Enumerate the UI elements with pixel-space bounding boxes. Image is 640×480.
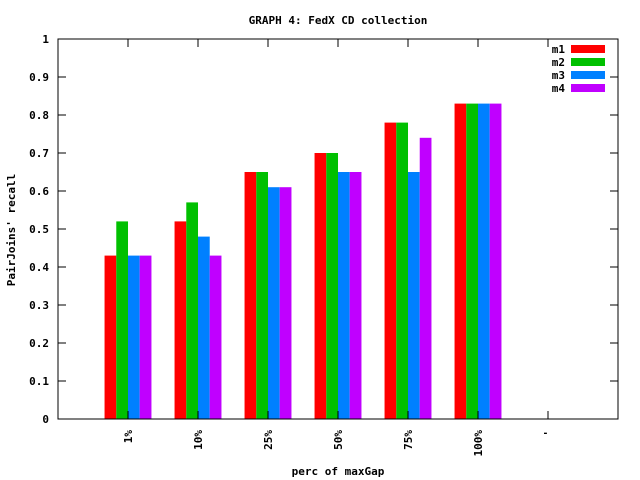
legend-label-m4: m4 — [552, 82, 566, 95]
bar-m2-5 — [466, 103, 479, 419]
bar-m2-1 — [186, 202, 199, 419]
y-tick-label: 0.6 — [29, 185, 49, 198]
bar-m3-2 — [268, 187, 280, 419]
legend-swatch-m4 — [571, 84, 605, 92]
chart-title: GRAPH 4: FedX CD collection — [249, 14, 428, 27]
bar-m4-3 — [349, 172, 362, 419]
bar-m3-3 — [338, 172, 350, 419]
bar-m2-4 — [396, 122, 409, 419]
x-tick-label: 50% — [332, 430, 345, 450]
x-tick-label: 25% — [262, 430, 275, 450]
y-tick-label: 0.1 — [29, 375, 49, 388]
x-tick-label: ' — [542, 430, 555, 437]
plot-frame — [57, 38, 619, 420]
bar-m4-0 — [139, 255, 152, 419]
legend-label-m2: m2 — [552, 56, 565, 69]
y-axis-label: PairJoins' recall — [5, 174, 18, 287]
bar-m4-2 — [279, 187, 292, 419]
legend-label-m1: m1 — [552, 43, 566, 56]
x-axis-label: perc of maxGap — [292, 465, 385, 478]
bar-m4-4 — [419, 137, 432, 420]
bar-m3-0 — [128, 255, 140, 419]
bar-m1-2 — [244, 172, 257, 419]
y-tick-label: 0 — [42, 413, 49, 426]
y-tick-label: 1 — [42, 33, 49, 46]
bar-m2-0 — [116, 221, 129, 419]
y-tick-label: 0.3 — [29, 299, 49, 312]
bar-m2-3 — [326, 153, 339, 419]
y-tick-label: 0.2 — [29, 337, 49, 350]
legend-label-m3: m3 — [552, 69, 565, 82]
y-tick-label: 0.8 — [29, 109, 49, 122]
bars-group — [104, 103, 502, 420]
bar-m2-2 — [256, 172, 269, 419]
x-tick-label: 1% — [122, 430, 135, 444]
x-tick-label: 75% — [402, 430, 415, 450]
bar-m3-4 — [408, 172, 420, 419]
y-tick-label: 0.9 — [29, 71, 49, 84]
bar-m1-0 — [104, 255, 117, 419]
y-tick-label: 0.5 — [29, 223, 49, 236]
bar-m1-3 — [314, 153, 327, 419]
x-tick-label: 100% — [472, 430, 485, 457]
bar-m3-5 — [478, 103, 490, 419]
x-tick-label: 10% — [192, 430, 205, 450]
bar-m4-5 — [489, 103, 502, 419]
ticks-group: 0 0.1 0.2 0.3 0.4 0.5 0.6 0.7 0.8 0.9 1 1% 10% 25% 50%… — [29, 33, 618, 457]
bar-m1-1 — [174, 221, 187, 419]
y-tick-label: 0.4 — [29, 261, 49, 274]
legend-swatch-m3 — [571, 71, 605, 79]
bar-m1-4 — [384, 122, 397, 419]
y-tick-label: 0.7 — [29, 147, 49, 160]
bar-m1-5 — [454, 103, 467, 419]
legend-swatch-m2 — [571, 58, 605, 66]
legend-swatch-m1 — [571, 45, 605, 53]
bar-m4-1 — [209, 255, 222, 419]
bar-m3-1 — [198, 236, 210, 419]
